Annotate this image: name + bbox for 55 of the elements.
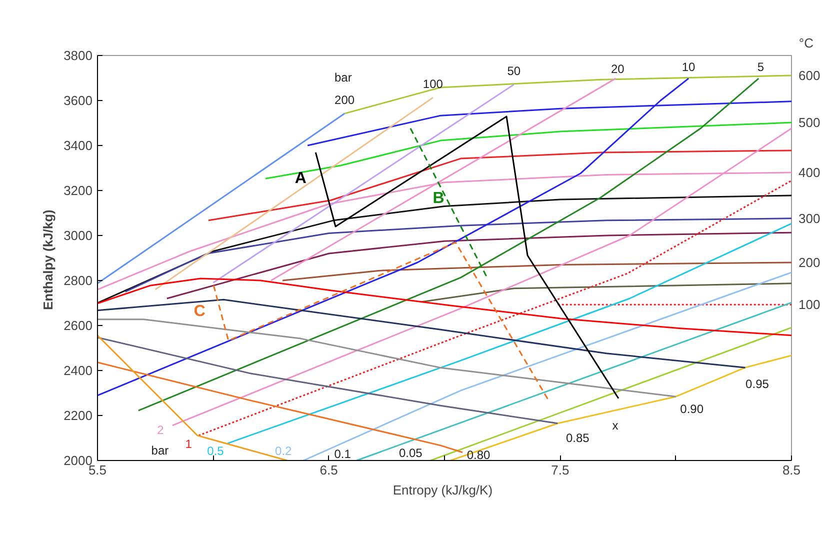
y-axis-title: Enthalpy (kJ/kg) [40,210,56,310]
annotation: 0.1 [334,447,352,461]
line-series [98,278,792,336]
x-tick-label: 8.5 [782,462,801,478]
text: °C [798,36,814,50]
y-tick-label: 2400 [64,363,92,378]
line-series [314,116,620,400]
annotation: 0.05 [398,446,423,460]
y-tick-label: 2200 [64,408,92,423]
annotation: 500 [798,115,820,130]
line-series [208,150,792,222]
line-series [166,232,792,300]
annotation: x [612,418,618,433]
annotation: 0.95 [746,377,770,392]
line-series [124,218,792,292]
annotation: 200 [798,255,820,270]
y-tick-label: 2800 [64,273,92,288]
annotation: 100 [798,297,820,312]
annotation: 400 [798,165,820,180]
line-series [98,318,677,398]
annotation: bar [151,443,169,458]
x-tick-label: 6.5 [320,462,338,478]
annotation: 200 [334,93,355,108]
line-series [450,354,792,460]
line-series [98,336,558,424]
line-series [98,298,746,368]
series-label: B [432,190,444,207]
y-tick-label: 2600 [64,318,92,333]
y-tick-label: 3800 [64,48,92,63]
series-label: C [194,302,206,320]
series-label: A [294,170,307,187]
y-tick-label: 3400 [64,138,92,153]
line-series [226,222,792,444]
annotation: 10 [682,60,696,74]
series-label: 0.2 [275,444,292,458]
annotation: 0.90 [680,402,704,416]
annotation: 600 [798,68,820,84]
annotation: 0.80 [466,448,491,462]
annotation: 300 [798,210,820,226]
y-tick-label: 3200 [64,183,92,198]
annotation: 5 [757,60,764,74]
series-label: 0.5 [207,444,224,458]
series-label: 1 [185,437,192,452]
x-axis-title: Entropy (kJ/kg/K) [392,482,493,498]
annotation: 0.85 [566,430,590,445]
series-label: 2 [157,422,164,437]
y-tick-label: 3600 [64,93,92,108]
line-series [212,242,550,402]
x-tick-label: 7.5 [551,462,570,478]
annotation: 50 [507,64,521,78]
annotation: 100 [422,77,444,92]
y-tick-label: 3000 [64,228,92,243]
annotation: bar [334,70,352,84]
annotation: 20 [611,62,625,76]
line-series [282,262,792,282]
